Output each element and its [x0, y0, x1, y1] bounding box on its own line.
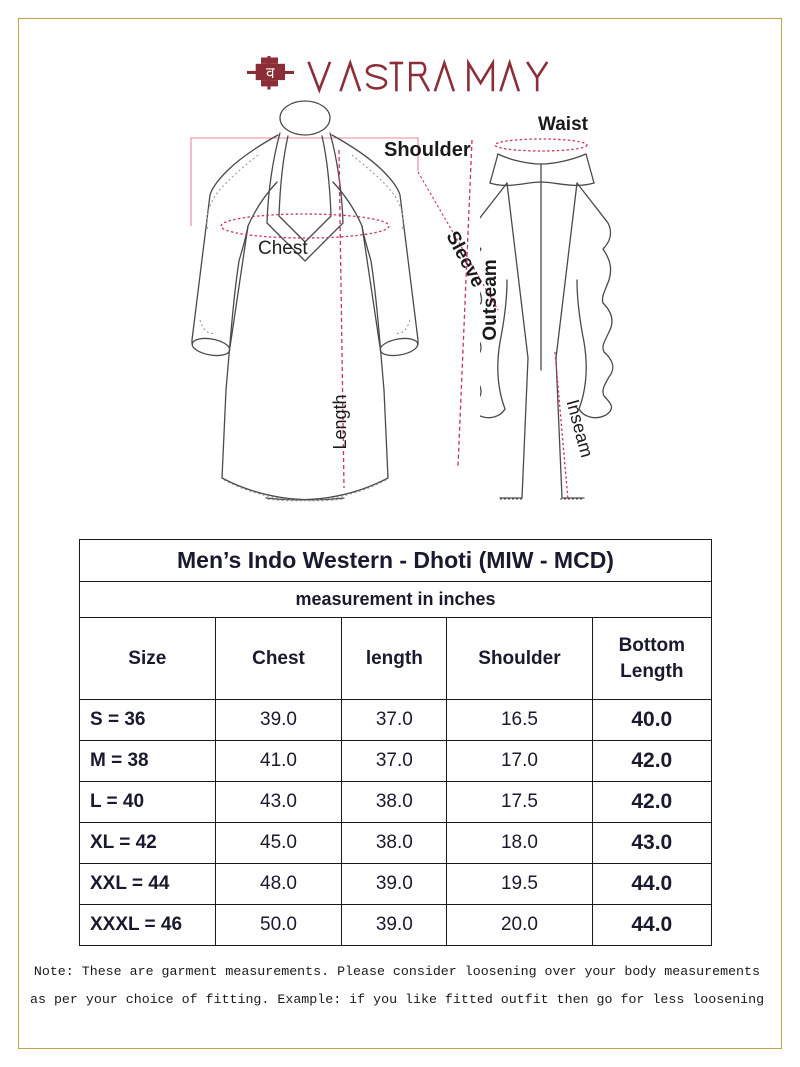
svg-text:Waist: Waist: [538, 114, 589, 135]
svg-text:Shoulder: Shoulder: [384, 139, 471, 161]
svg-text:Inseam: Inseam: [562, 397, 597, 459]
svg-text:Length: Length: [330, 394, 350, 449]
